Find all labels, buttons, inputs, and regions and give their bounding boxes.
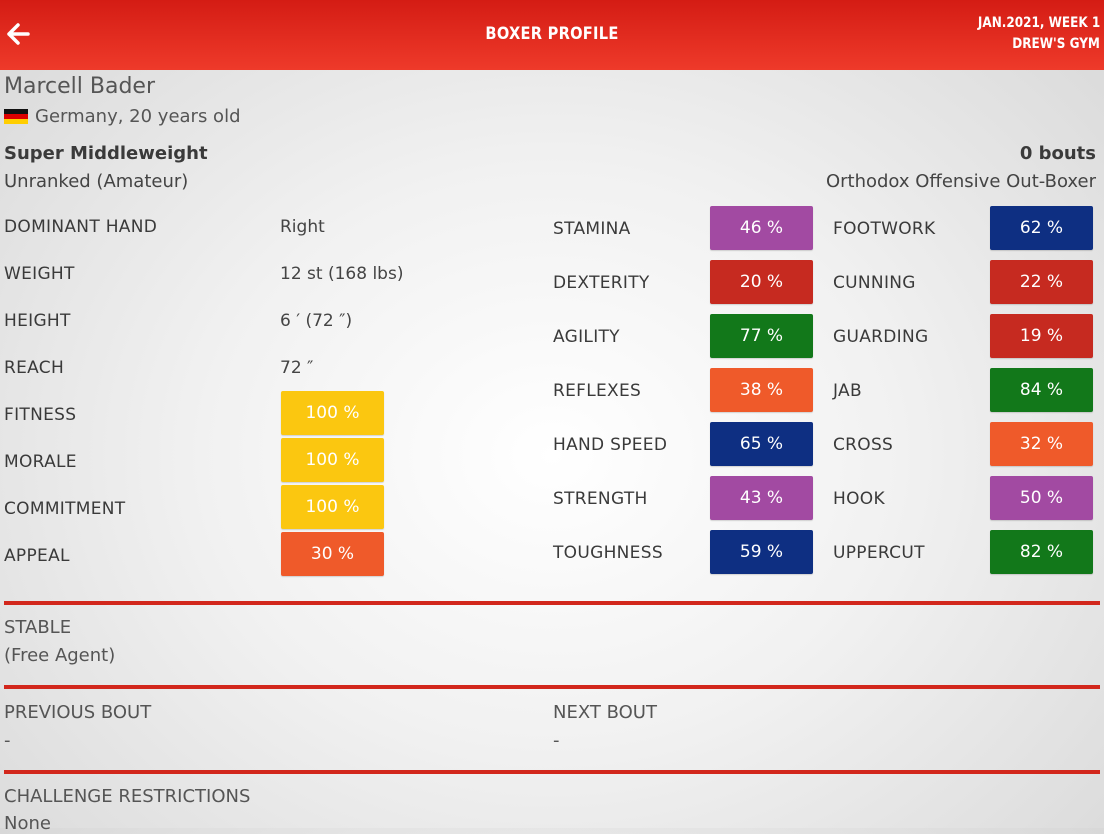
section-divider [4,601,1100,605]
hook-badge: 50 % [990,476,1093,520]
dominant-hand-value: Right [280,217,325,237]
header-bar: BOXER PROFILE JAN.2021, WEEK 1 DREW'S GY… [0,0,1104,70]
gym-name: DREW'S GYM [1012,36,1100,52]
next-bout-label: NEXT BOUT [553,702,657,723]
cunning-badge: 22 % [990,260,1093,304]
cunning-label: CUNNING [833,273,916,293]
page-title: BOXER PROFILE [485,24,619,44]
guarding-label: GUARDING [833,327,929,347]
height-label: HEIGHT [4,311,71,331]
hook-label: HOOK [833,489,885,509]
stable-label: STABLE [4,617,72,638]
dexterity-badge: 20 % [710,260,813,304]
uppercut-badge: 82 % [990,530,1093,574]
agility-badge: 77 % [710,314,813,358]
morale-label: MORALE [4,452,77,472]
section-divider [4,685,1100,689]
appeal-label: APPEAL [4,546,70,566]
next-bout-value: - [553,730,560,751]
reach-label: REACH [4,358,65,378]
fitness-label: FITNESS [4,405,77,425]
hand-speed-label: HAND SPEED [553,435,668,455]
uppercut-label: UPPERCUT [833,543,925,563]
dexterity-label: DEXTERITY [553,273,650,293]
bout-count: 0 bouts [1019,143,1096,164]
morale-badge: 100 % [281,438,384,482]
toughness-label: TOUGHNESS [553,543,663,563]
footwork-label: FOOTWORK [833,219,936,239]
stamina-label: STAMINA [553,219,631,239]
cross-label: CROSS [833,435,894,455]
jab-label: JAB [833,381,862,401]
stable-value: (Free Agent) [4,645,116,666]
section-divider [4,770,1100,774]
commitment-label: COMMITMENT [4,499,126,519]
boxer-rank: Unranked (Amateur) [4,171,189,192]
dominant-hand-label: DOMINANT HAND [4,217,158,237]
agility-label: AGILITY [553,327,620,347]
fitness-badge: 100 % [281,391,384,435]
jab-badge: 84 % [990,368,1093,412]
strength-badge: 43 % [710,476,813,520]
footwork-badge: 62 % [990,206,1093,250]
previous-bout-label: PREVIOUS BOUT [4,702,152,723]
appeal-badge: 30 % [281,532,384,576]
back-arrow-icon[interactable] [4,20,32,48]
germany-flag-icon [4,109,28,124]
reflexes-label: REFLEXES [553,381,642,401]
challenge-restrictions-value: None [4,813,51,834]
challenge-restrictions-label: CHALLENGE RESTRICTIONS [4,786,251,807]
height-value: 6 ′ (72 ″) [280,311,353,331]
weight-class: Super Middleweight [4,143,208,164]
boxer-name: Marcell Bader [4,74,155,99]
boxer-nationality: Germany, 20 years old [4,106,241,127]
reflexes-badge: 38 % [710,368,813,412]
guarding-badge: 19 % [990,314,1093,358]
commitment-badge: 100 % [281,485,384,529]
hand-speed-badge: 65 % [710,422,813,466]
fighting-style: Orthodox Offensive Out-Boxer [825,171,1096,192]
strength-label: STRENGTH [553,489,648,509]
country-age-text: Germany, 20 years old [35,106,241,127]
weight-value: 12 st (168 lbs) [280,264,404,284]
reach-value: 72 ″ [280,358,314,378]
game-date: JAN.2021, WEEK 1 [977,15,1100,31]
cross-badge: 32 % [990,422,1093,466]
previous-bout-value: - [4,730,11,751]
stamina-badge: 46 % [710,206,813,250]
weight-label: WEIGHT [4,264,75,284]
toughness-badge: 59 % [710,530,813,574]
